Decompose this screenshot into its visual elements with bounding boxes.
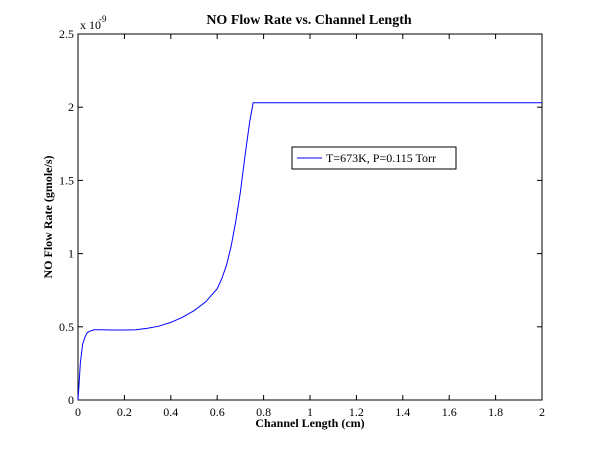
x-tick-label: 1.4 xyxy=(395,405,410,419)
y-multiplier-exponent: -9 xyxy=(99,14,107,24)
y-axis-multiplier: x 10 -9 xyxy=(80,14,107,32)
chart-title: NO Flow Rate vs. Channel Length xyxy=(206,13,412,28)
y-tick-label: 1.5 xyxy=(59,173,74,187)
x-tick-label: 1.2 xyxy=(349,405,364,419)
y-tick-label: 0.5 xyxy=(59,320,74,334)
y-tick-label: 2.5 xyxy=(59,27,74,41)
series-layer xyxy=(77,102,542,401)
x-tick-label: 2 xyxy=(539,405,545,419)
y-tick-label: 1 xyxy=(68,247,74,261)
x-axis-label: Channel Length (cm) xyxy=(255,416,364,430)
legend: T=673K, P=0.115 Torr xyxy=(291,146,457,170)
y-axis: 0 0.5 1 1.5 2 2.5 xyxy=(59,27,542,407)
y-axis-label: NO Flow Rate (gmole/s) xyxy=(41,156,55,279)
x-tick-label: 1 xyxy=(307,405,313,419)
legend-label: T=673K, P=0.115 Torr xyxy=(326,151,436,165)
y-tick-label: 2 xyxy=(68,100,74,114)
y-tick-label: 0 xyxy=(68,393,74,407)
x-tick-label: 0.8 xyxy=(256,405,271,419)
plot-area xyxy=(77,33,543,401)
x-tick-label: 0.4 xyxy=(163,405,178,419)
x-tick-label: 0.2 xyxy=(117,405,132,419)
x-tick-label: 1.8 xyxy=(488,405,503,419)
x-tick-label: 0 xyxy=(75,405,81,419)
y-multiplier-base: x 10 xyxy=(80,18,101,32)
x-tick-label: 0.6 xyxy=(210,405,225,419)
x-axis: 0 0.2 0.4 0.6 0.8 1 1.2 1.4 1.6 1.8 2 xyxy=(75,34,545,419)
legend-box xyxy=(291,146,457,170)
x-tick-label: 1.6 xyxy=(442,405,457,419)
series-line xyxy=(77,102,542,401)
